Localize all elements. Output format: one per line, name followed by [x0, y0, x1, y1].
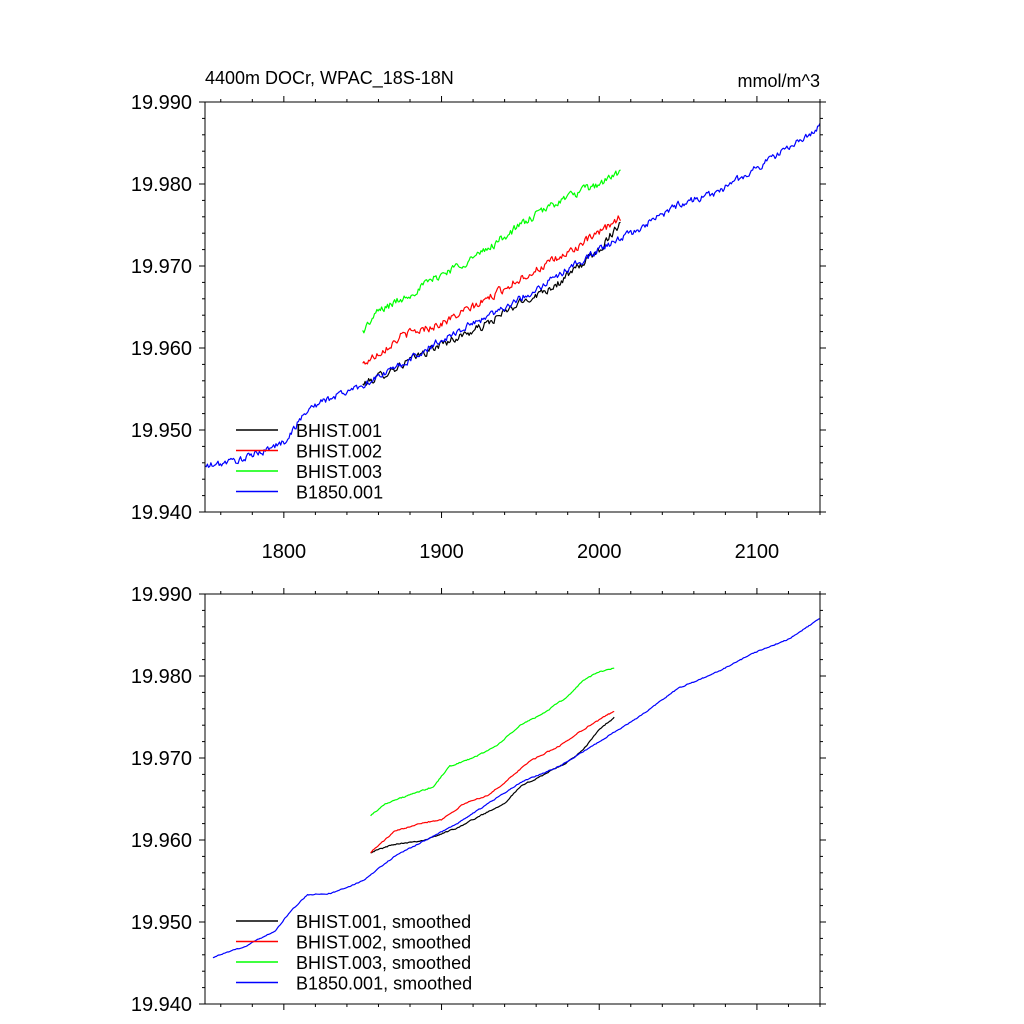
x-tick-label: 1900: [419, 541, 464, 563]
legend-label: B1850.001, smoothed: [296, 974, 472, 994]
legend-label: BHIST.003, smoothed: [296, 953, 471, 973]
bottom-panel-series-lines: [212, 618, 820, 959]
series-line-bhist-003-smoothed: [370, 667, 615, 817]
y-tick-label: 19.950: [131, 912, 192, 934]
legend-label: BHIST.002, smoothed: [296, 933, 471, 953]
top-panel-plot-frame: [204, 101, 821, 513]
bottom-panel-ticks: 19.940 19.950 19.960 19.970 19.980 19.990: [131, 584, 826, 1016]
series-line-b1850-001-smoothed: [212, 618, 820, 959]
x-tick-label: 1800: [262, 541, 307, 563]
bottom-panel: 19.940 19.950 19.960 19.970 19.980 19.990 BHI…: [131, 584, 826, 1016]
series-line-bhist-002: [362, 215, 622, 365]
top-panel-series-lines: [204, 122, 821, 468]
bottom-panel-plot-frame: [204, 593, 821, 1005]
legend-label: BHIST.001: [296, 421, 382, 441]
series-line-bhist-002-smoothed: [370, 710, 615, 854]
y-tick-label: 19.970: [131, 748, 192, 770]
series-line-b1850-001: [204, 122, 821, 468]
legend-label: BHIST.001, smoothed: [296, 912, 471, 932]
legend-label: BHIST.003: [296, 462, 382, 482]
y-tick-label: 19.990: [131, 584, 192, 606]
y-tick-label: 19.940: [131, 994, 192, 1016]
legend-label: BHIST.002: [296, 442, 382, 462]
x-tick-label: 2000: [577, 541, 622, 563]
y-tick-label: 19.940: [131, 502, 192, 524]
y-tick-label: 19.980: [131, 666, 192, 688]
top-panel: 4400m DOCr, WPAC_18S-18N mmol/m^3 19.940…: [131, 68, 826, 563]
series-line-bhist-001: [362, 221, 621, 386]
legend-label: B1850.001: [296, 483, 383, 503]
y-tick-label: 19.950: [131, 420, 192, 442]
y-tick-label: 19.980: [131, 174, 192, 196]
y-tick-label: 19.960: [131, 830, 192, 852]
series-line-bhist-001-smoothed: [370, 716, 615, 854]
top-panel-units: mmol/m^3: [738, 71, 820, 91]
top-panel-ticks: 19.940 19.950 19.960 19.970 19.980 19.990 1800…: [131, 92, 826, 563]
y-tick-label: 19.960: [131, 338, 192, 360]
top-panel-title: 4400m DOCr, WPAC_18S-18N: [205, 68, 454, 89]
y-tick-label: 19.970: [131, 256, 192, 278]
series-line-bhist-003: [362, 169, 621, 334]
y-tick-label: 19.990: [131, 92, 192, 114]
x-tick-label: 2100: [735, 541, 780, 563]
